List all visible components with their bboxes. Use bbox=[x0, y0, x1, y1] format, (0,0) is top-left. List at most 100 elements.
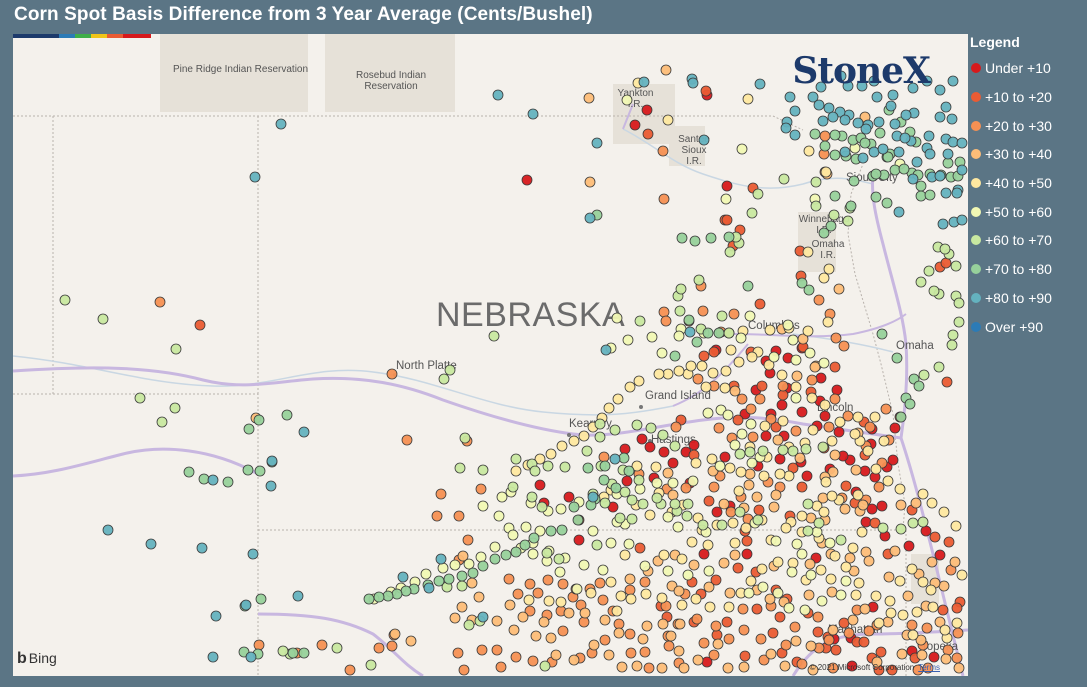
basis-point[interactable] bbox=[770, 421, 782, 433]
basis-point[interactable] bbox=[477, 464, 489, 476]
basis-point[interactable] bbox=[827, 466, 839, 478]
basis-point[interactable] bbox=[584, 176, 596, 188]
legend-item[interactable]: +50 to +60 bbox=[969, 197, 1087, 226]
basis-point[interactable] bbox=[298, 426, 310, 438]
basis-point[interactable] bbox=[477, 611, 489, 623]
basis-point[interactable] bbox=[599, 460, 611, 472]
basis-point[interactable] bbox=[520, 521, 532, 533]
basis-point[interactable] bbox=[443, 573, 455, 585]
legend-item[interactable]: +10 to +20 bbox=[969, 83, 1087, 112]
basis-point[interactable] bbox=[825, 573, 837, 585]
basis-point[interactable] bbox=[651, 492, 663, 504]
basis-point[interactable] bbox=[611, 605, 623, 617]
basis-point[interactable] bbox=[610, 482, 622, 494]
basis-point[interactable] bbox=[662, 114, 674, 126]
basis-point[interactable] bbox=[747, 431, 759, 443]
basis-point[interactable] bbox=[365, 659, 377, 671]
basis-point[interactable] bbox=[196, 542, 208, 554]
basis-point[interactable] bbox=[541, 547, 553, 559]
basis-point[interactable] bbox=[467, 567, 479, 579]
basis-point[interactable] bbox=[827, 624, 839, 636]
basis-point[interactable] bbox=[594, 577, 606, 589]
basis-point[interactable] bbox=[870, 191, 882, 203]
basis-point[interactable] bbox=[856, 80, 868, 92]
basis-point[interactable] bbox=[507, 481, 519, 493]
basis-point[interactable] bbox=[882, 616, 894, 628]
basis-point[interactable] bbox=[584, 212, 596, 224]
basis-point[interactable] bbox=[431, 510, 443, 522]
basis-point[interactable] bbox=[907, 173, 919, 185]
basis-point[interactable] bbox=[939, 243, 951, 255]
basis-point[interactable] bbox=[940, 653, 952, 665]
basis-point[interactable] bbox=[740, 522, 752, 534]
basis-point[interactable] bbox=[542, 574, 554, 586]
basis-point[interactable] bbox=[829, 129, 841, 141]
basis-point[interactable] bbox=[621, 94, 633, 106]
basis-point[interactable] bbox=[880, 403, 892, 415]
basis-point[interactable] bbox=[774, 611, 786, 623]
basis-point[interactable] bbox=[817, 441, 829, 453]
basis-point[interactable] bbox=[818, 506, 830, 518]
basis-point[interactable] bbox=[733, 485, 745, 497]
basis-point[interactable] bbox=[924, 148, 936, 160]
basis-point[interactable] bbox=[594, 431, 606, 443]
basis-point[interactable] bbox=[933, 361, 945, 373]
basis-point[interactable] bbox=[669, 440, 681, 452]
basis-point[interactable] bbox=[881, 197, 893, 209]
basis-point[interactable] bbox=[255, 593, 267, 605]
basis-point[interactable] bbox=[583, 92, 595, 104]
basis-point[interactable] bbox=[819, 410, 831, 422]
basis-point[interactable] bbox=[708, 346, 720, 358]
basis-point[interactable] bbox=[817, 115, 829, 127]
basis-point[interactable] bbox=[657, 429, 669, 441]
basis-point[interactable] bbox=[724, 462, 736, 474]
basis-point[interactable] bbox=[863, 555, 875, 567]
basis-point[interactable] bbox=[687, 475, 699, 487]
basis-point[interactable] bbox=[591, 539, 603, 551]
basis-point[interactable] bbox=[638, 76, 650, 88]
basis-point[interactable] bbox=[716, 310, 728, 322]
basis-point[interactable] bbox=[894, 483, 906, 495]
basis-point[interactable] bbox=[688, 559, 700, 571]
basis-point[interactable] bbox=[947, 75, 959, 87]
basis-point[interactable] bbox=[796, 548, 808, 560]
basis-point[interactable] bbox=[667, 457, 679, 469]
basis-point[interactable] bbox=[950, 260, 962, 272]
basis-point[interactable] bbox=[796, 481, 808, 493]
basis-point[interactable] bbox=[938, 580, 950, 592]
basis-point[interactable] bbox=[921, 622, 933, 634]
basis-point[interactable] bbox=[449, 559, 461, 571]
basis-point[interactable] bbox=[857, 499, 869, 511]
basis-point[interactable] bbox=[786, 566, 798, 578]
basis-point[interactable] bbox=[510, 465, 522, 477]
basis-point[interactable] bbox=[917, 516, 929, 528]
basis-point[interactable] bbox=[852, 411, 864, 423]
basis-point[interactable] bbox=[711, 629, 723, 641]
basis-point[interactable] bbox=[907, 82, 919, 94]
basis-point[interactable] bbox=[557, 578, 569, 590]
basis-point[interactable] bbox=[815, 564, 827, 576]
basis-point[interactable] bbox=[744, 468, 756, 480]
basis-point[interactable] bbox=[925, 584, 937, 596]
basis-point[interactable] bbox=[691, 336, 703, 348]
basis-point[interactable] bbox=[833, 426, 845, 438]
basis-point[interactable] bbox=[923, 130, 935, 142]
basis-point[interactable] bbox=[952, 627, 964, 639]
basis-point[interactable] bbox=[554, 566, 566, 578]
basis-point[interactable] bbox=[718, 557, 730, 569]
basis-point[interactable] bbox=[640, 588, 652, 600]
basis-point[interactable] bbox=[746, 457, 758, 469]
basis-point[interactable] bbox=[673, 645, 685, 657]
basis-point[interactable] bbox=[825, 220, 837, 232]
basis-point[interactable] bbox=[524, 605, 536, 617]
basis-point[interactable] bbox=[621, 475, 633, 487]
basis-point[interactable] bbox=[634, 315, 646, 327]
basis-point[interactable] bbox=[615, 590, 627, 602]
legend-item[interactable]: +80 to +90 bbox=[969, 284, 1087, 313]
basis-point[interactable] bbox=[703, 565, 715, 577]
basis-point[interactable] bbox=[842, 80, 854, 92]
basis-point[interactable] bbox=[573, 534, 585, 546]
basis-point[interactable] bbox=[839, 503, 851, 515]
basis-point[interactable] bbox=[624, 584, 636, 596]
basis-point[interactable] bbox=[491, 615, 503, 627]
